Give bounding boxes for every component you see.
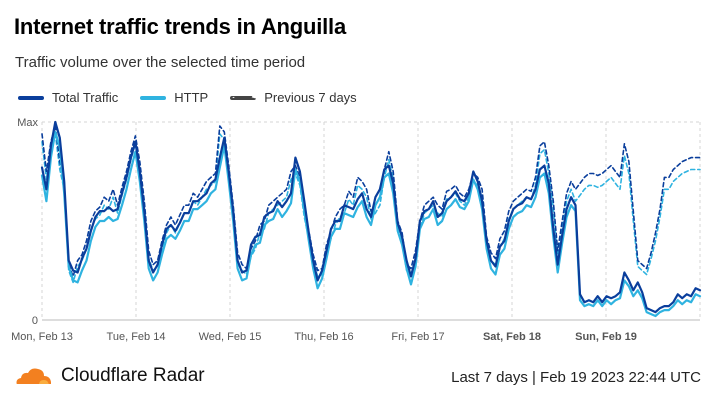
series-line-2 — [41, 125, 701, 278]
x-tick-label: Sat, Feb 18 — [483, 331, 541, 343]
y-tick-label-zero: 0 — [32, 315, 38, 327]
x-tick-label: Sun, Feb 19 — [575, 331, 637, 343]
series-line-1 — [40, 130, 702, 318]
legend-swatch-http — [140, 95, 167, 100]
brand-name: Cloudflare Radar — [61, 365, 205, 386]
x-tick-label: Wed, Feb 15 — [199, 331, 262, 343]
legend-label-previous: Previous 7 days — [264, 90, 357, 105]
legend-label-http: HTTP — [174, 90, 209, 105]
time-range-label: Last 7 days | Feb 19 2023 22:44 UTC — [451, 369, 701, 386]
page-subtitle: Traffic volume over the selected time pe… — [15, 54, 306, 71]
legend-swatch-previous — [230, 95, 257, 100]
series-line-0 — [40, 120, 702, 314]
legend-label-total: Total Traffic — [52, 90, 119, 105]
legend-item-http[interactable]: HTTP — [140, 90, 208, 105]
cloudflare-logo[interactable]: Cloudflare Radar — [13, 365, 205, 387]
legend-item-previous[interactable]: Previous 7 days — [230, 90, 357, 105]
x-tick-label: Tue, Feb 14 — [107, 331, 166, 343]
y-tick-label-max: Max — [17, 117, 38, 129]
x-tick-label: Thu, Feb 16 — [294, 331, 353, 343]
chart-legend: Total Traffic HTTP Previous 7 days — [18, 90, 357, 105]
series-line-3 — [41, 133, 701, 284]
cloudflare-cloud-icon — [16, 368, 51, 386]
page-title: Internet traffic trends in Anguilla — [14, 14, 346, 39]
legend-item-total[interactable]: Total Traffic — [18, 90, 118, 105]
x-tick-label: Mon, Feb 13 — [11, 331, 73, 343]
traffic-chart: Max 0 Mon, Feb 13 Tue, Feb 14 Wed, Feb 15 Thu… — [11, 117, 702, 343]
x-tick-label: Fri, Feb 17 — [391, 331, 444, 343]
legend-swatch-total — [18, 95, 44, 100]
